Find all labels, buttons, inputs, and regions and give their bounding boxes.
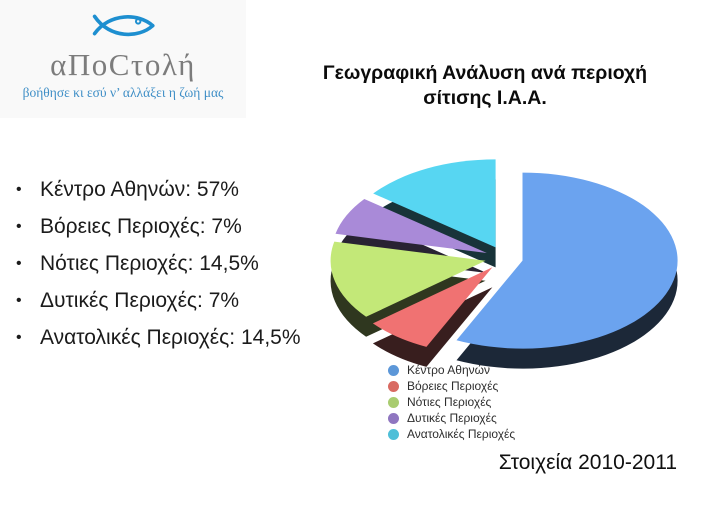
logo-tagline: βοήθησε κι εσύ ν’ αλλάξει η ζωή μας — [22, 85, 224, 100]
pie-slice — [373, 159, 496, 248]
fish-body-top — [92, 15, 155, 36]
page-title-line1: Γεωγραφική Ανάλυση ανά περιοχή — [322, 62, 648, 84]
legend-label: Κέντρο Αθηνών — [407, 363, 490, 377]
legend-label: Νότιες Περιοχές — [407, 395, 492, 409]
list-item: • Βόρειες Περιοχές: 7% — [16, 208, 328, 245]
list-item: • Νότιες Περιοχές: 14,5% — [16, 245, 328, 282]
legend-swatch-icon — [388, 380, 399, 392]
pie-slice — [372, 267, 493, 347]
chart-legend: Κέντρο Αθηνών Βόρειες Περιοχές Νότιες Περι… — [388, 362, 515, 442]
bullet-list: • Κέντρο Αθηνών: 57% • Βόρειες Περιοχές: 7%… — [16, 171, 328, 356]
legend-label: Ανατολικές Περιοχές — [407, 427, 516, 441]
page-title-line2: σίτισης Ι.Α.Α. — [423, 87, 547, 109]
fish-eye — [134, 18, 142, 25]
bullet-dot-icon: • — [16, 181, 22, 198]
legend-item: Δυτικές Περιοχές — [388, 410, 515, 426]
legend-label: Δυτικές Περιοχές — [407, 411, 497, 425]
bullet-dot-icon: • — [16, 218, 22, 235]
bullet-dot-icon: • — [16, 292, 22, 309]
bullet-text: Νότιες Περιοχές: 14,5% — [40, 252, 259, 275]
page-title: Γεωγραφική Ανάλυση ανά περιοχή σίτισης Ι… — [293, 61, 677, 111]
pie-slice — [456, 172, 678, 349]
pie-slice — [335, 199, 487, 253]
legend-item: Ανατολικές Περιοχές — [388, 426, 515, 442]
legend-swatch-icon — [388, 428, 399, 440]
pie-chart — [330, 159, 678, 369]
list-item: • Δυτικές Περιοχές: 7% — [16, 282, 328, 319]
bullet-dot-icon: • — [16, 255, 22, 272]
legend-label: Βόρειες Περιοχές — [407, 379, 499, 393]
list-item: • Ανατολικές Περιοχές: 14,5% — [16, 319, 328, 356]
legend-swatch-icon — [388, 396, 399, 408]
fish-icon — [92, 14, 155, 37]
bullet-text: Βόρειες Περιοχές: 7% — [40, 215, 242, 238]
bullet-dot-icon: • — [16, 329, 22, 346]
legend-item: Βόρειες Περιοχές — [388, 378, 515, 394]
logo: αΠοCτολή βοήθησε κι εσύ ν’ αλλάξει η ζωή… — [0, 0, 246, 118]
fish-body-bottom — [92, 14, 155, 37]
footer-note: Στοιχεία 2010-2011 — [498, 451, 677, 474]
legend-swatch-icon — [388, 364, 399, 376]
logo-wordmark: αΠοCτολή — [50, 47, 196, 82]
bullet-text: Κέντρο Αθηνών: 57% — [40, 178, 239, 201]
legend-item: Κέντρο Αθηνών — [388, 362, 515, 378]
list-item: • Κέντρο Αθηνών: 57% — [16, 171, 328, 208]
legend-swatch-icon — [388, 412, 399, 424]
pie-slice — [330, 241, 486, 317]
legend-item: Νότιες Περιοχές — [388, 394, 515, 410]
bullet-text: Δυτικές Περιοχές: 7% — [40, 289, 240, 312]
bullet-text: Ανατολικές Περιοχές: 14,5% — [40, 326, 301, 349]
